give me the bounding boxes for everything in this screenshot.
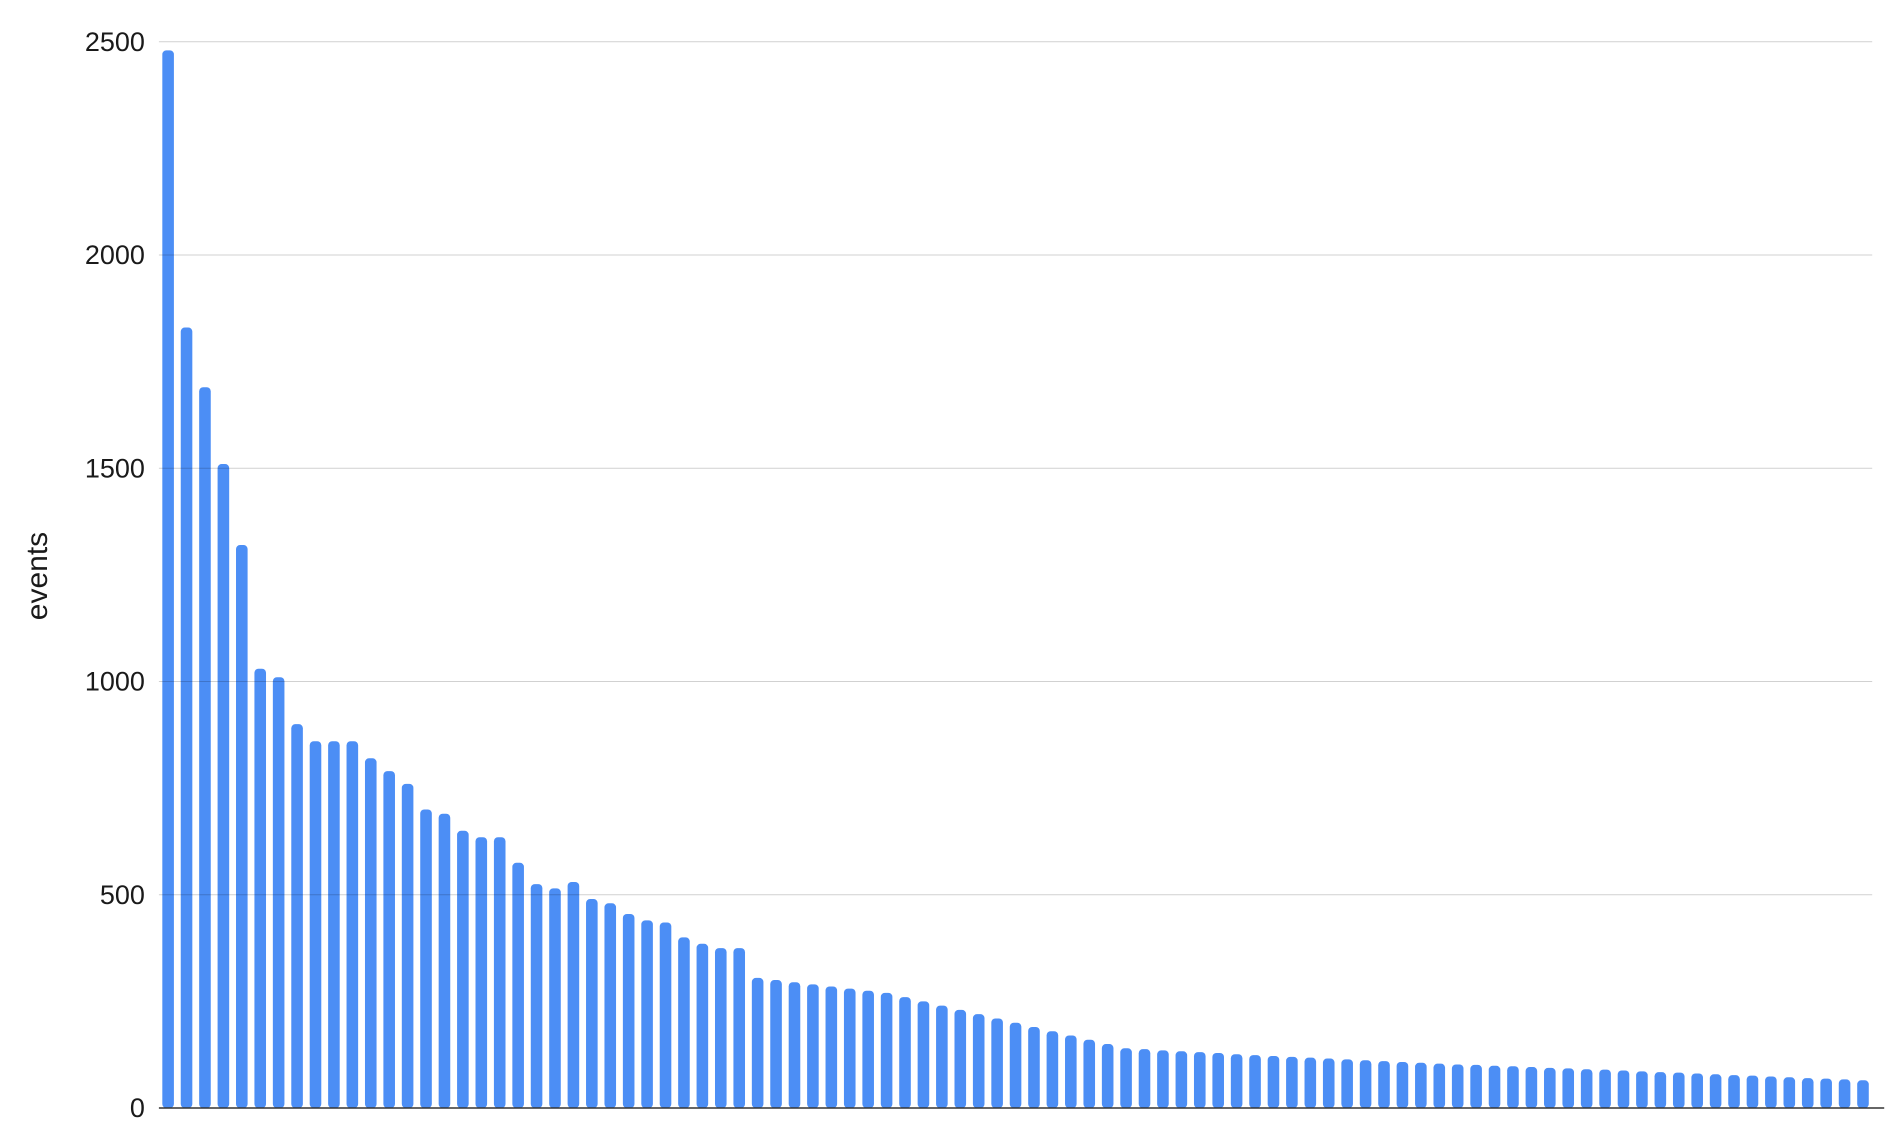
svg-text:1000: 1000 — [85, 667, 145, 697]
svg-text:events: events — [21, 532, 54, 620]
svg-text:2500: 2500 — [85, 27, 145, 57]
svg-text:2000: 2000 — [85, 240, 145, 270]
svg-text:1500: 1500 — [85, 453, 145, 483]
svg-text:0: 0 — [130, 1093, 145, 1123]
svg-text:500: 500 — [100, 880, 145, 910]
